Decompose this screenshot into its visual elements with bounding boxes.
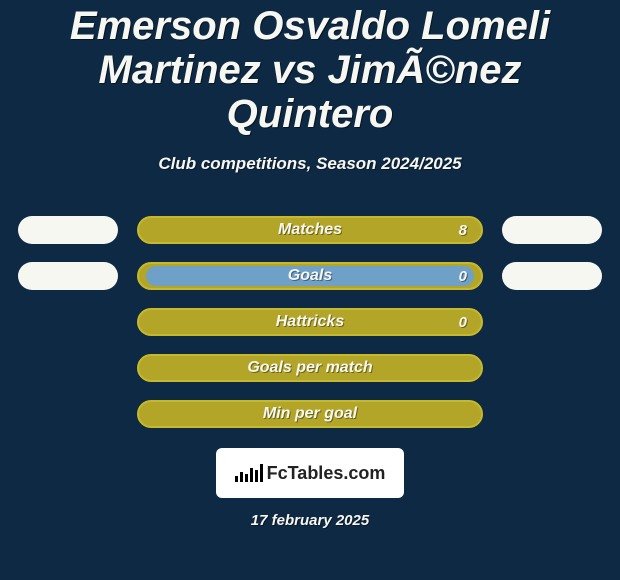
stat-value-right: 8	[459, 222, 467, 239]
chart-bars-icon	[235, 464, 263, 482]
stat-label: Hattricks	[276, 313, 344, 331]
stat-pill: Goals 0	[137, 262, 483, 290]
stat-pill: Matches 8	[137, 216, 483, 244]
stat-value-right: 0	[459, 268, 467, 285]
comparison-card: Emerson Osvaldo Lomeli Martinez vs JimÃ©…	[0, 0, 620, 580]
stat-label: Goals per match	[247, 359, 372, 377]
logo-text: FcTables.com	[267, 463, 386, 484]
side-pill-left	[18, 216, 118, 244]
stat-pill: Min per goal	[137, 400, 483, 428]
stat-rows: Matches 8 Goals 0 Hattricks 0 Goals per match M…	[0, 216, 620, 428]
page-title: Emerson Osvaldo Lomeli Martinez vs JimÃ©…	[0, 4, 620, 136]
side-pill-right	[502, 262, 602, 290]
date-text: 17 february 2025	[0, 512, 620, 529]
side-pill-left	[18, 262, 118, 290]
logo-box: FcTables.com	[216, 448, 404, 498]
stat-value-right: 0	[459, 314, 467, 331]
stat-label: Goals	[288, 267, 332, 285]
stat-pill: Hattricks 0	[137, 308, 483, 336]
stat-row: Matches 8	[10, 216, 610, 244]
stat-row: Hattricks 0	[10, 308, 610, 336]
stat-label: Matches	[278, 221, 342, 239]
stat-pill: Goals per match	[137, 354, 483, 382]
stat-row: Goals per match	[10, 354, 610, 382]
stat-row: Goals 0	[10, 262, 610, 290]
stat-row: Min per goal	[10, 400, 610, 428]
stat-label: Min per goal	[263, 405, 357, 423]
subtitle: Club competitions, Season 2024/2025	[0, 154, 620, 174]
side-pill-right	[502, 216, 602, 244]
